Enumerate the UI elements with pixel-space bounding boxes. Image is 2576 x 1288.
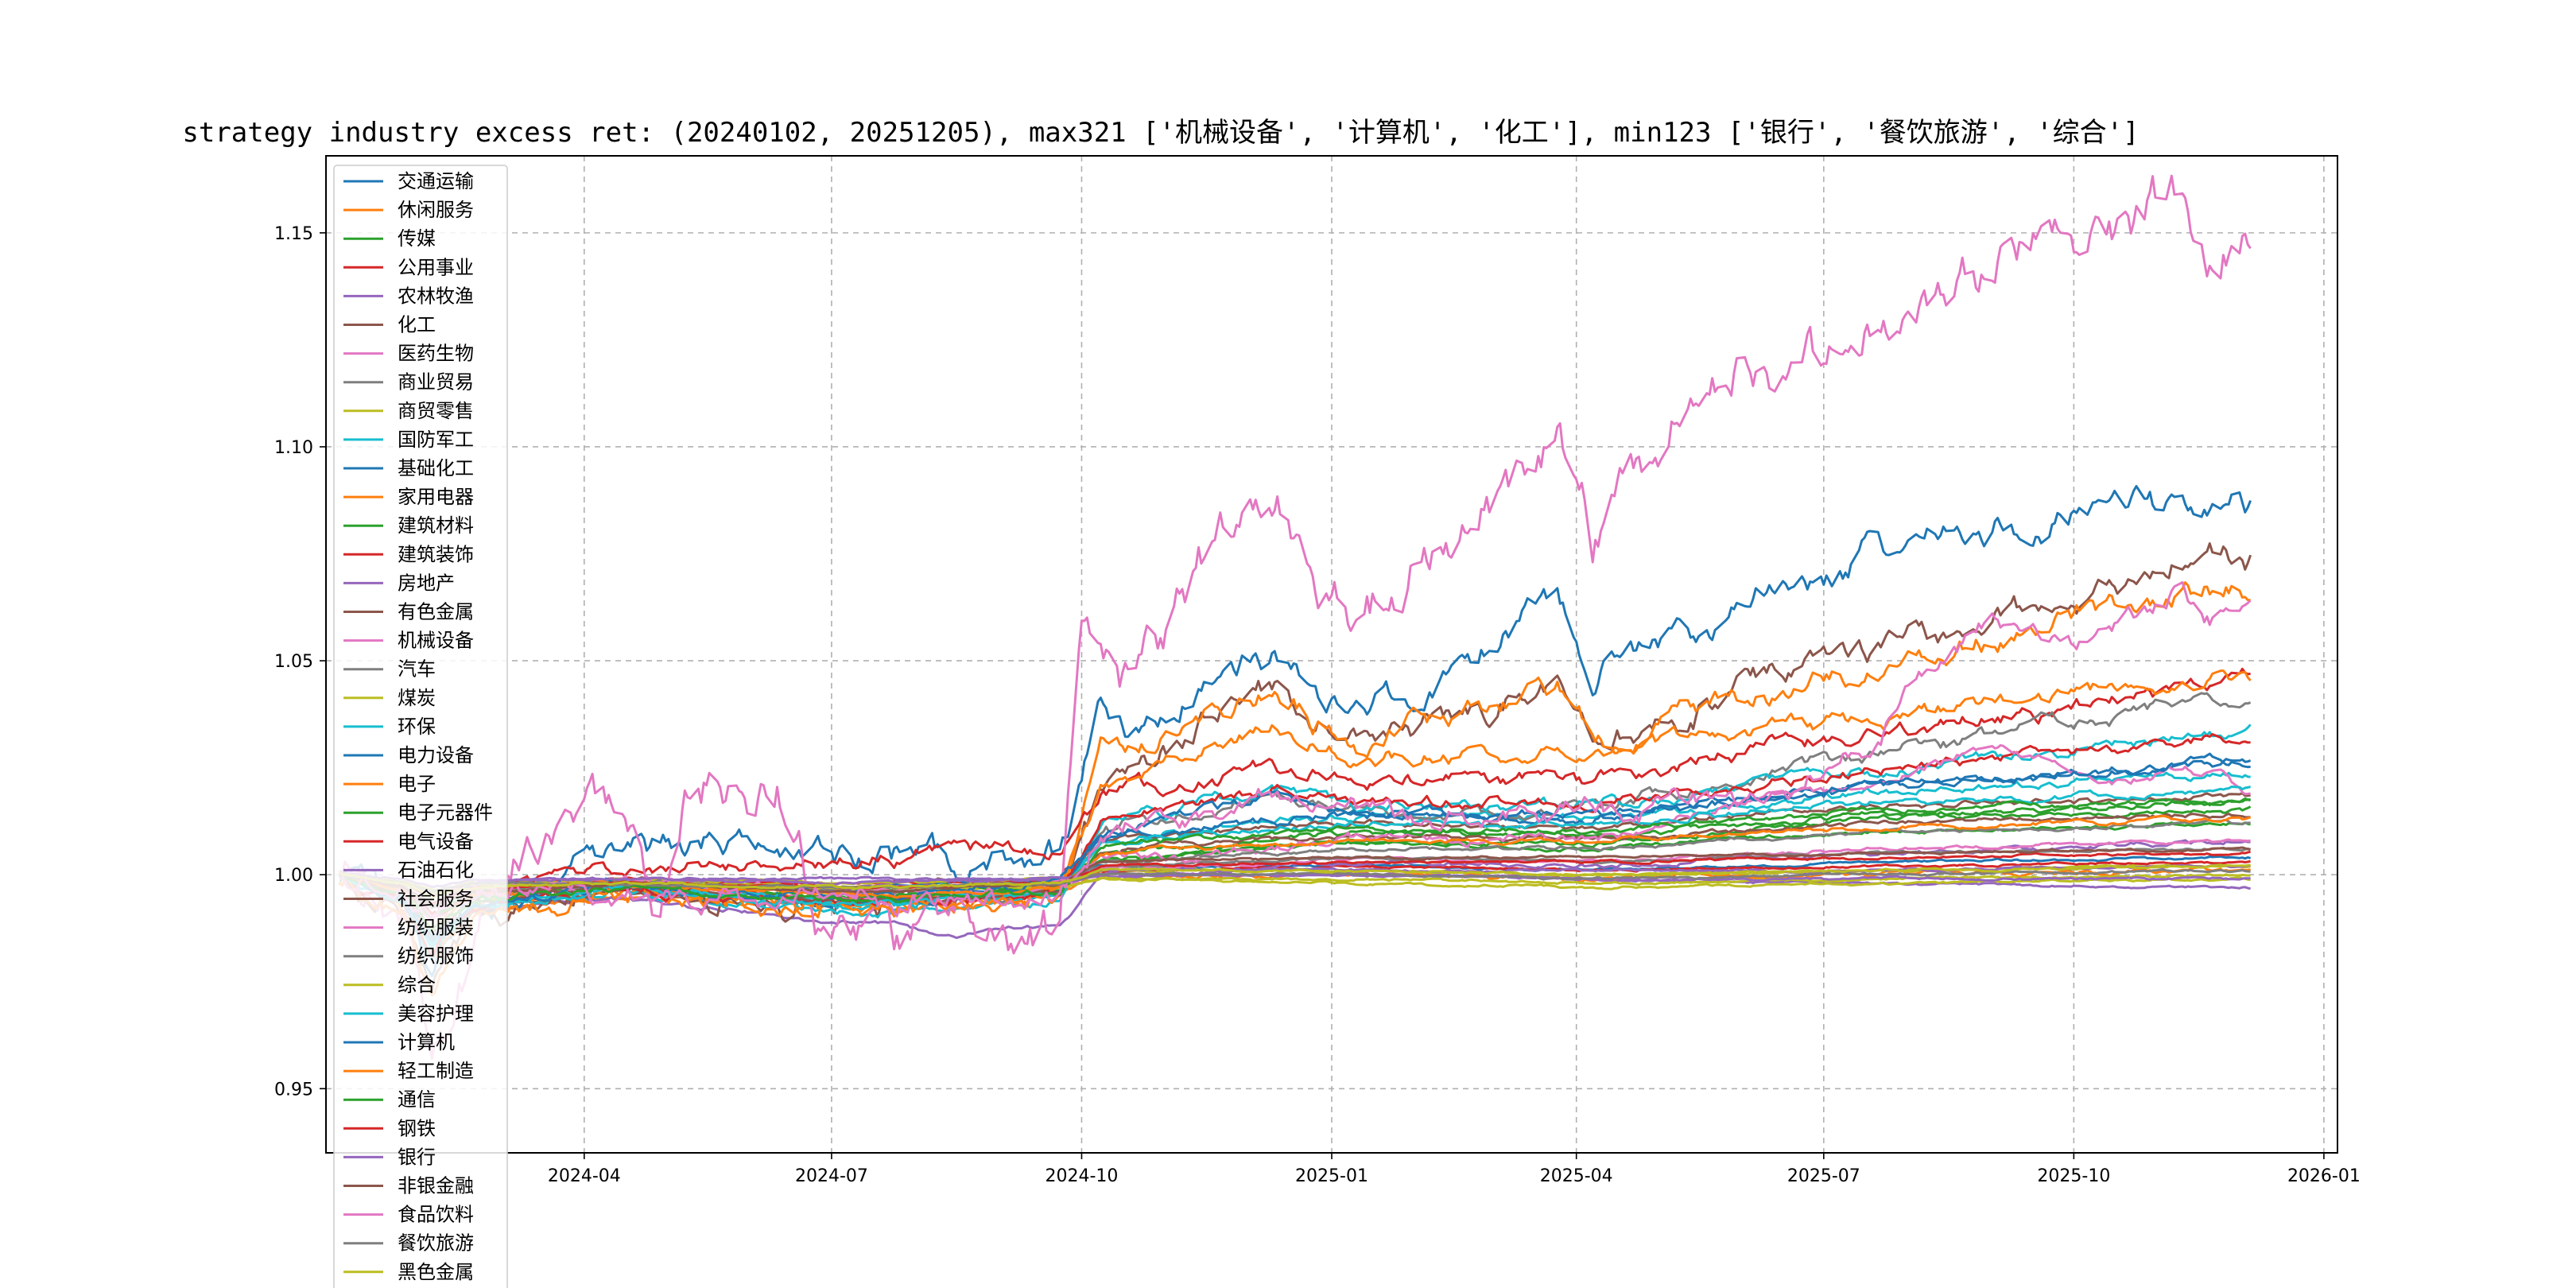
series-line [338, 580, 2252, 922]
series-line [338, 667, 2251, 918]
axes: 2024-04 2024-07 2024-10 2025-01 2025-04 2025-… [274, 224, 2361, 1186]
legend-label: 商贸零售 [398, 400, 474, 422]
chart-title: strategy industry excess ret: (20240102,… [182, 117, 2139, 149]
legend-label: 休闲服务 [398, 199, 474, 221]
x-tick-label: 2024-07 [795, 1166, 868, 1186]
legend-label: 环保 [398, 716, 436, 738]
legend-label: 纺织服装 [398, 917, 474, 939]
x-tick-label: 2025-04 [1540, 1166, 1613, 1186]
legend-label: 美容护理 [398, 1003, 474, 1025]
legend-label: 电子 [398, 773, 436, 795]
x-tick-label: 2025-01 [1295, 1166, 1368, 1186]
x-tick-label: 2024-10 [1045, 1166, 1118, 1186]
legend-label: 食品饮料 [398, 1204, 474, 1226]
legend-label: 商业贸易 [398, 371, 474, 394]
series-lines [338, 174, 2252, 1061]
x-tick-label: 2024-04 [548, 1166, 621, 1186]
legend-label: 基础化工 [398, 457, 474, 479]
legend-label: 餐饮旅游 [398, 1232, 474, 1255]
legend-label: 化工 [398, 314, 436, 336]
legend-label: 社会服务 [398, 888, 474, 910]
legend-label: 机械设备 [398, 630, 474, 652]
legend-label: 电力设备 [398, 744, 474, 766]
legend-label: 农林牧渔 [398, 285, 474, 307]
legend-label: 电子元器件 [398, 801, 493, 824]
y-tick-label: 1.05 [274, 652, 313, 672]
legend: 交通运输休闲服务传媒公用事业农林牧渔化工医药生物商业贸易商贸零售国防军工基础化工… [333, 165, 508, 1288]
x-tick-label: 2025-07 [1787, 1166, 1860, 1186]
legend-label: 传媒 [398, 227, 436, 250]
legend-label: 交通运输 [398, 170, 474, 192]
legend-label: 汽车 [398, 658, 436, 681]
y-tick-label: 1.10 [274, 438, 313, 458]
legend-box [333, 165, 508, 1288]
series-line [339, 868, 2251, 893]
legend-label: 银行 [398, 1146, 436, 1168]
legend-label: 医药生物 [398, 343, 474, 365]
series-line [338, 485, 2252, 978]
legend-label: 电气设备 [398, 830, 474, 852]
legend-label: 计算机 [398, 1031, 455, 1053]
series-line [339, 786, 2251, 946]
legend-label: 纺织服饰 [398, 945, 474, 968]
plot-frame [325, 155, 2338, 1154]
series-line [339, 174, 2252, 1061]
legend-label: 煤炭 [398, 687, 436, 709]
legend-label: 非银金融 [398, 1175, 474, 1197]
legend-label: 公用事业 [398, 256, 474, 278]
legend-label: 国防军工 [398, 429, 474, 451]
legend-label: 轻工制造 [398, 1060, 474, 1082]
series-line [339, 871, 2251, 888]
legend-label: 黑色金属 [398, 1261, 474, 1283]
legend-label: 通信 [398, 1088, 436, 1111]
legend-label: 建筑材料 [398, 514, 474, 537]
legend-label: 石油石化 [398, 859, 474, 881]
x-tick-label: 2026-01 [2287, 1166, 2361, 1186]
y-tick-label: 0.95 [274, 1080, 313, 1100]
legend-label: 家用电器 [398, 486, 474, 508]
legend-label: 建筑装饰 [398, 543, 474, 565]
series-line [339, 797, 2251, 933]
series-line [339, 863, 2251, 898]
legend-label: 房地产 [398, 572, 455, 594]
legend-label: 综合 [398, 974, 436, 996]
x-tick-label: 2025-10 [2037, 1166, 2110, 1186]
legend-label: 有色金属 [398, 601, 474, 623]
legend-label: 钢铁 [398, 1117, 436, 1139]
y-tick-label: 1.00 [274, 866, 313, 886]
y-tick-label: 1.15 [274, 224, 313, 244]
